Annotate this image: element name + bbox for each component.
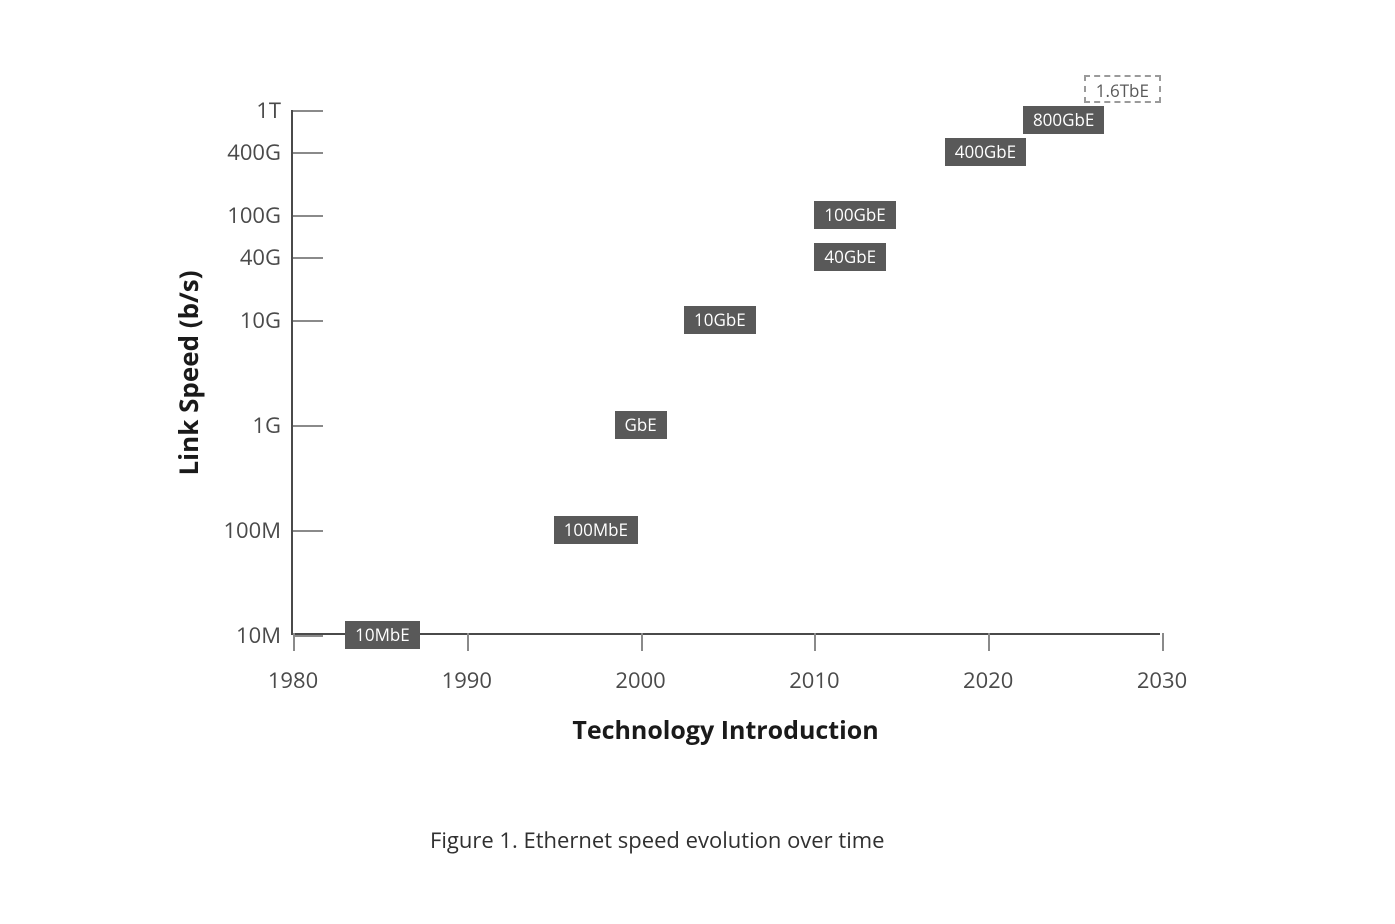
y-tick bbox=[293, 635, 323, 637]
data-point-box: GbE bbox=[615, 411, 667, 439]
y-tick bbox=[293, 110, 323, 112]
x-tick bbox=[814, 633, 816, 651]
data-point-box: 40GbE bbox=[814, 243, 886, 271]
data-point-box: 10MbE bbox=[345, 621, 420, 649]
y-tick bbox=[293, 320, 323, 322]
x-tick bbox=[988, 633, 990, 651]
y-tick-label: 1G bbox=[252, 410, 281, 440]
y-tick-label: 100M bbox=[223, 515, 281, 545]
data-point-box: 100GbE bbox=[814, 201, 895, 229]
y-tick-label: 100G bbox=[227, 200, 281, 230]
x-tick-label: 2000 bbox=[615, 665, 665, 695]
x-tick-label: 2010 bbox=[789, 665, 839, 695]
y-tick-label: 10M bbox=[236, 620, 281, 650]
x-tick bbox=[1162, 633, 1164, 651]
x-tick bbox=[293, 633, 295, 651]
x-axis-title: Technology Introduction bbox=[572, 713, 878, 747]
plot-area: 10M100M1G10G40G100G400G1T198019902000201… bbox=[291, 110, 1160, 635]
data-point-box: 10GbE bbox=[684, 306, 756, 334]
y-tick bbox=[293, 152, 323, 154]
y-axis-title: Link Speed (b/s) bbox=[170, 270, 206, 475]
data-point-box: 100MbE bbox=[554, 516, 638, 544]
data-point-box: 400GbE bbox=[945, 138, 1026, 166]
y-tick bbox=[293, 257, 323, 259]
y-tick-label: 10G bbox=[240, 305, 281, 335]
y-tick-label: 1T bbox=[256, 95, 281, 125]
x-tick-label: 1980 bbox=[268, 665, 318, 695]
x-tick-label: 2030 bbox=[1137, 665, 1187, 695]
x-tick bbox=[641, 633, 643, 651]
data-point-box: 1.6TbE bbox=[1084, 75, 1161, 103]
figure-caption: Figure 1. Ethernet speed evolution over … bbox=[430, 825, 884, 855]
x-tick-label: 1990 bbox=[442, 665, 492, 695]
chart-container: Link Speed (b/s) 10M100M1G10G40G100G400G… bbox=[120, 110, 1180, 710]
y-tick bbox=[293, 530, 323, 532]
x-tick bbox=[467, 633, 469, 651]
y-tick-label: 40G bbox=[240, 242, 281, 272]
x-tick-label: 2020 bbox=[963, 665, 1013, 695]
y-tick bbox=[293, 215, 323, 217]
y-tick bbox=[293, 425, 323, 427]
y-tick-label: 400G bbox=[227, 137, 281, 167]
data-point-box: 800GbE bbox=[1023, 106, 1104, 134]
